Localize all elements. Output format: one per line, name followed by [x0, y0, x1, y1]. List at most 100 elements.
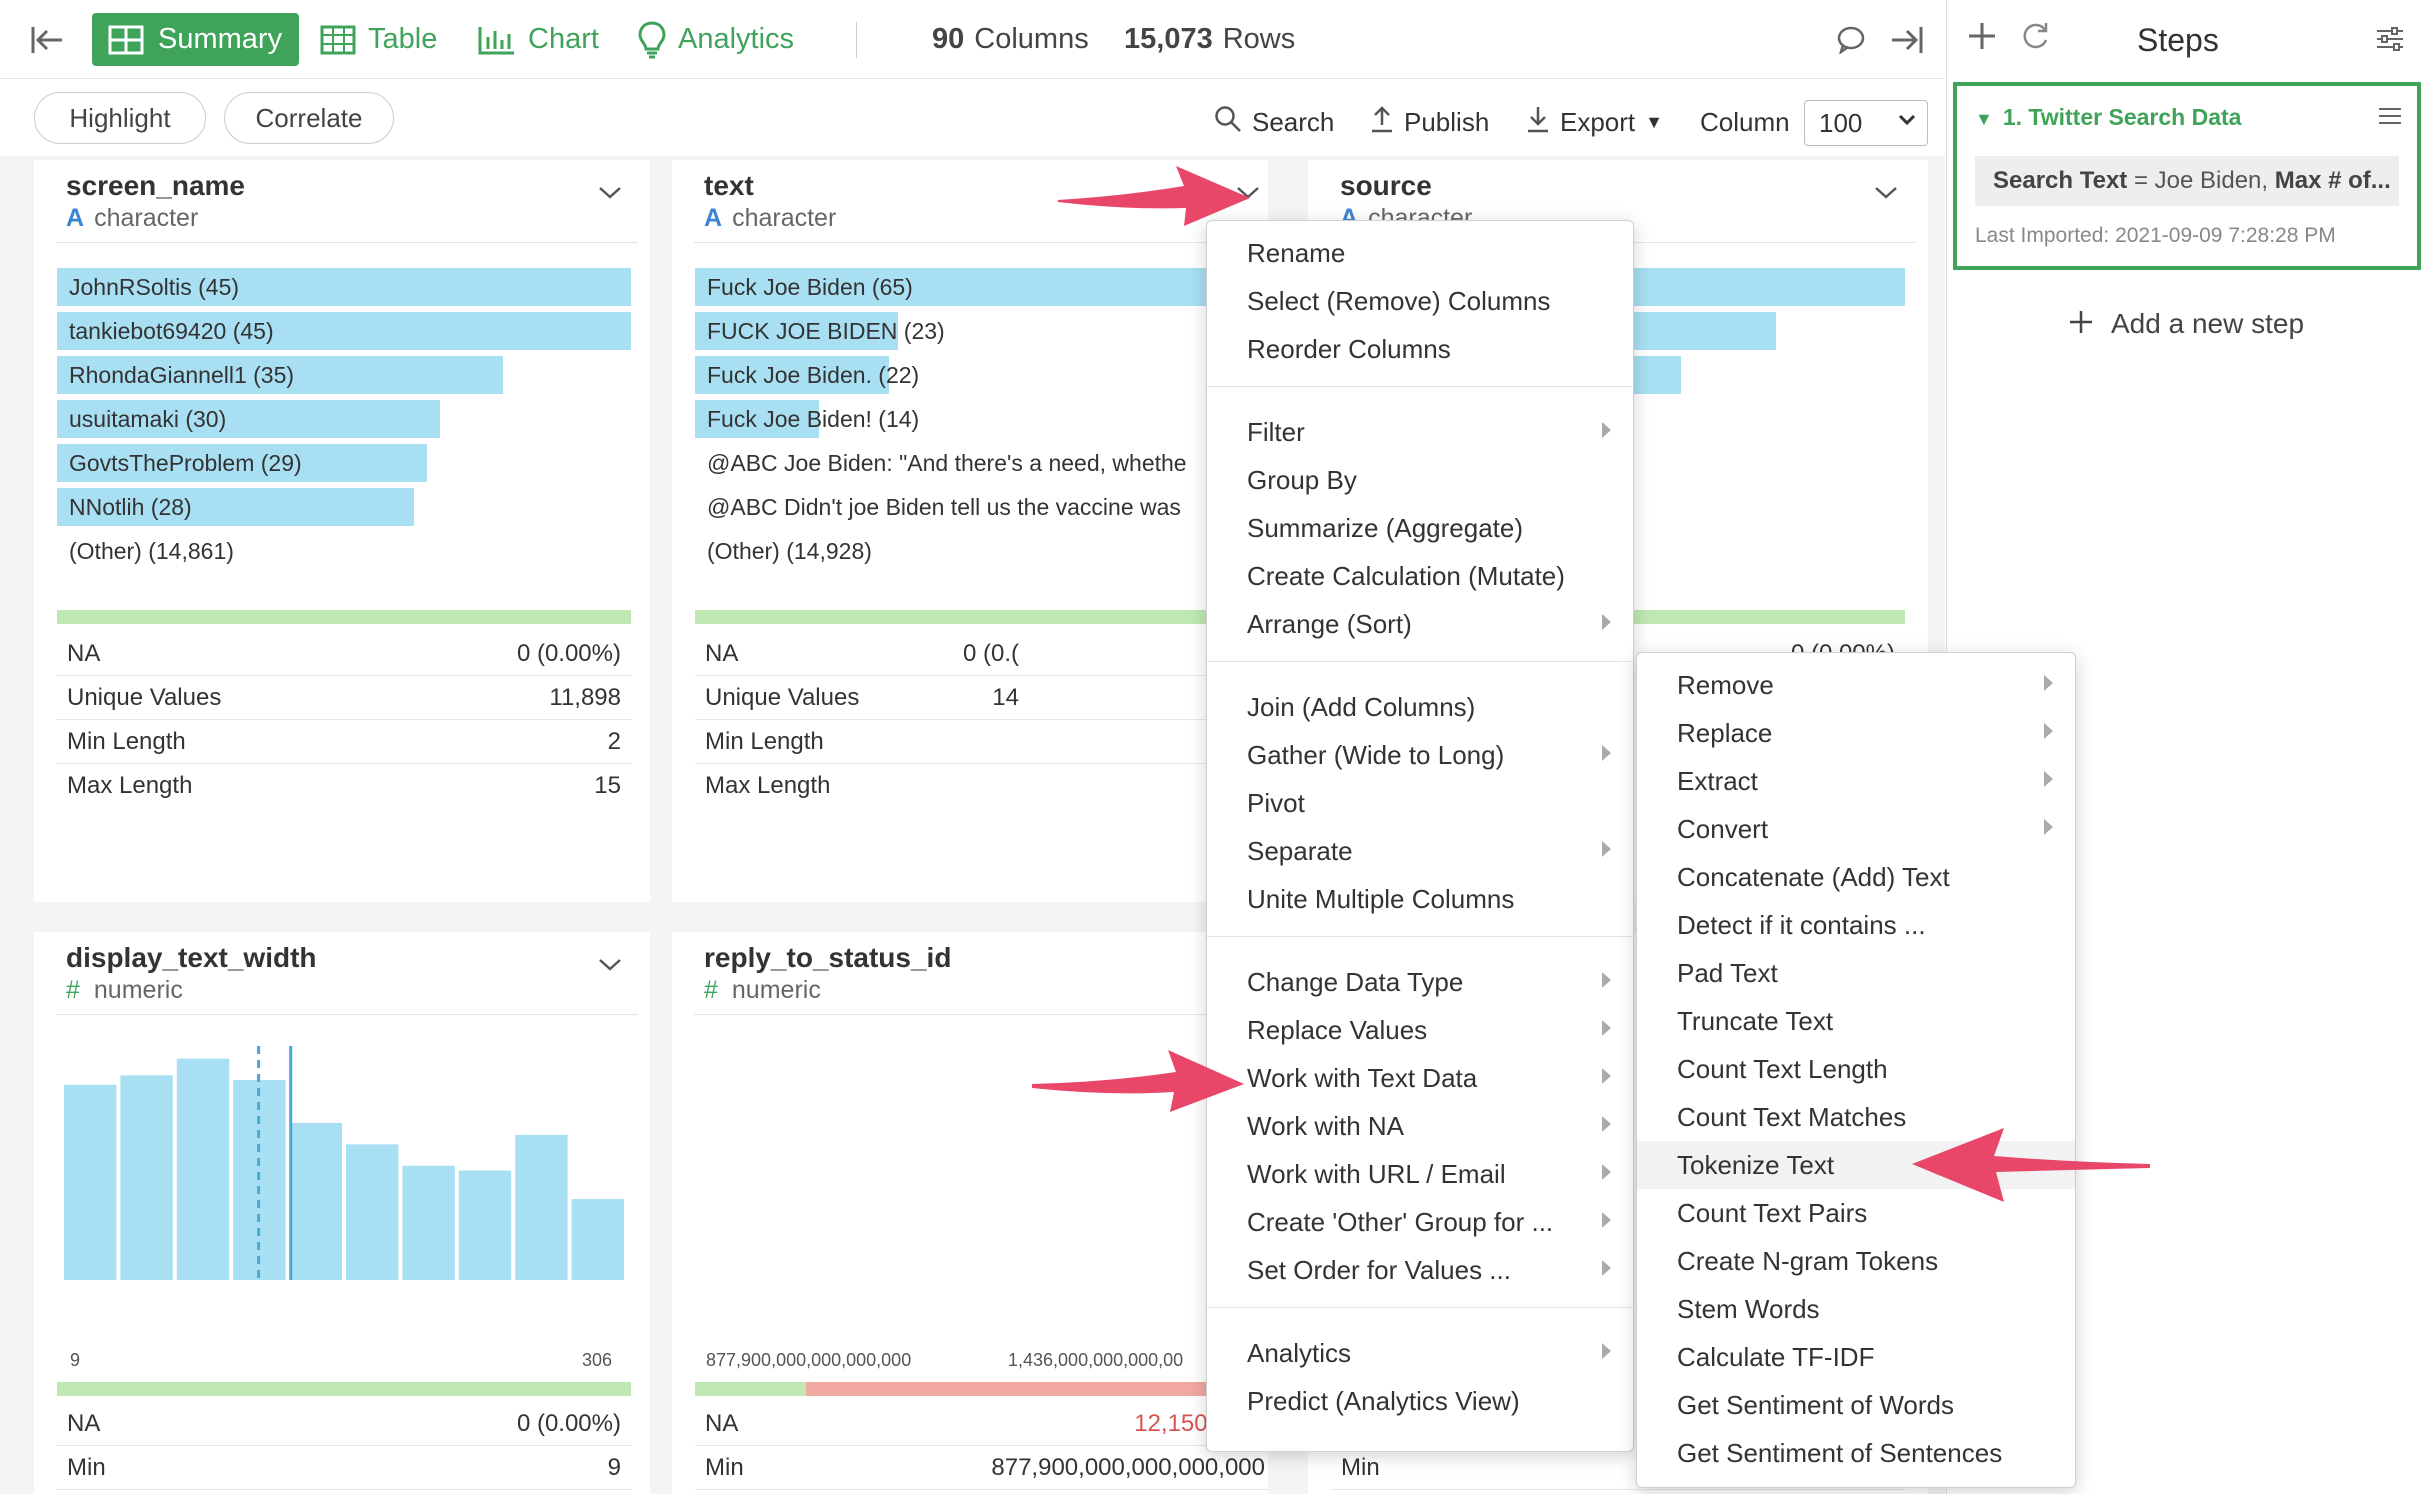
- other-values[interactable]: (Other) (14,861): [57, 532, 631, 570]
- menu-item[interactable]: Analytics: [1207, 1329, 1633, 1377]
- menu-item[interactable]: Join (Add Columns): [1207, 683, 1633, 731]
- step-parameters[interactable]: Search Text = Joe Biden, Max # of...: [1975, 156, 2399, 206]
- menu-item[interactable]: Truncate Text: [1637, 997, 2075, 1045]
- tab-summary[interactable]: Summary: [92, 13, 299, 66]
- list-item[interactable]: GovtsTheProblem (29): [57, 444, 631, 482]
- menu-item[interactable]: Concatenate (Add) Text: [1637, 853, 2075, 901]
- menu-item[interactable]: Get Sentiment of Words: [1637, 1381, 2075, 1429]
- menu-item[interactable]: Calculate TF-IDF: [1637, 1333, 2075, 1381]
- menu-item[interactable]: Replace: [1637, 709, 2075, 757]
- stat-row: NA 0 (0.(: [695, 632, 1269, 676]
- chevron-down-icon[interactable]: [1874, 182, 1897, 202]
- list-item[interactable]: Fuck Joe Biden (65): [695, 268, 1269, 306]
- column-count-select[interactable]: 100: [1804, 100, 1928, 146]
- chevron-down-icon[interactable]: [598, 182, 621, 202]
- stat-label: Min Length: [67, 727, 186, 755]
- value-label: tankiebot69420 (45): [69, 317, 274, 344]
- na-ratio-bar: [57, 1382, 631, 1396]
- list-item[interactable]: Fuck Joe Biden! (14): [695, 400, 1269, 438]
- step-name[interactable]: ▼ 1. Twitter Search Data: [1975, 104, 2241, 131]
- list-item[interactable]: FUCK JOE BIDEN (23): [695, 312, 1269, 350]
- menu-item[interactable]: Select (Remove) Columns: [1207, 277, 1633, 325]
- export-button[interactable]: Export ▼: [1526, 96, 1663, 148]
- stat-row: Min: [1331, 1446, 1905, 1490]
- menu-item[interactable]: Rename: [1207, 229, 1633, 277]
- menu-item[interactable]: Create N-gram Tokens: [1637, 1237, 2075, 1285]
- hamburger-menu-icon[interactable]: [2379, 104, 2401, 132]
- list-item[interactable]: Fuck Joe Biden. (22): [695, 356, 1269, 394]
- list-item[interactable]: RhondaGiannell1 (35): [57, 356, 631, 394]
- menu-item[interactable]: Filter: [1207, 408, 1633, 456]
- menu-item[interactable]: Unite Multiple Columns: [1207, 875, 1633, 923]
- menu-item[interactable]: Count Text Length: [1637, 1045, 2075, 1093]
- refresh-icon[interactable]: [2019, 20, 2051, 60]
- list-item[interactable]: usuitamaki (30): [57, 400, 631, 438]
- histogram: [64, 1046, 624, 1280]
- correlate-button[interactable]: Correlate: [224, 92, 394, 144]
- search-button[interactable]: Search: [1214, 96, 1334, 148]
- grid-icon: [108, 25, 144, 55]
- menu-item[interactable]: Separate: [1207, 827, 1633, 875]
- menu-item[interactable]: Create Calculation (Mutate): [1207, 552, 1633, 600]
- menu-item[interactable]: Count Text Matches: [1637, 1093, 2075, 1141]
- menu-item[interactable]: Remove: [1637, 661, 2075, 709]
- menu-item[interactable]: Predict (Analytics View): [1207, 1377, 1633, 1425]
- chevron-down-icon[interactable]: [1236, 182, 1259, 202]
- menu-item[interactable]: Pad Text: [1637, 949, 2075, 997]
- add-new-step-button[interactable]: Add a new step: [2069, 304, 2304, 343]
- list-item[interactable]: NNotlih (28): [57, 488, 631, 526]
- menu-item[interactable]: Reorder Columns: [1207, 325, 1633, 373]
- highlight-button[interactable]: Highlight: [34, 92, 206, 144]
- list-item[interactable]: @ABC Joe Biden: "And there's a need, whe…: [695, 444, 1269, 482]
- collapse-left-icon[interactable]: [30, 0, 64, 79]
- menu-item[interactable]: Summarize (Aggregate): [1207, 504, 1633, 552]
- menu-item[interactable]: Get Sentiment of Sentences: [1637, 1429, 2075, 1477]
- menu-item-label: Change Data Type: [1247, 966, 1464, 997]
- tab-analytics[interactable]: Analytics: [638, 0, 794, 79]
- menu-item-label: Count Text Pairs: [1677, 1197, 1868, 1228]
- menu-item[interactable]: Group By: [1207, 456, 1633, 504]
- value-bar: [57, 312, 631, 350]
- menu-item[interactable]: Stem Words: [1637, 1285, 2075, 1333]
- menu-item[interactable]: Change Data Type: [1207, 958, 1633, 1006]
- annotation-arrow-icon: [1912, 1128, 2150, 1202]
- value-bar: [695, 268, 1269, 306]
- menu-item[interactable]: Create 'Other' Group for ...: [1207, 1198, 1633, 1246]
- numeric-type-icon: #: [66, 976, 80, 1004]
- submenu-arrow-icon: [1602, 1343, 1611, 1359]
- menu-item[interactable]: Count Text Pairs: [1637, 1189, 2075, 1237]
- menu-item[interactable]: Extract: [1637, 757, 2075, 805]
- tab-table[interactable]: Table: [320, 0, 437, 79]
- add-step-icon[interactable]: [1967, 16, 1997, 61]
- settings-sliders-icon[interactable]: [2375, 24, 2405, 59]
- axis-min-label: 9: [70, 1350, 81, 1370]
- menu-item[interactable]: Gather (Wide to Long): [1207, 731, 1633, 779]
- menu-item-label: Unite Multiple Columns: [1247, 883, 1515, 914]
- menu-item[interactable]: Convert: [1637, 805, 2075, 853]
- comment-icon[interactable]: [1836, 0, 1866, 79]
- caret-down-icon: ▼: [1975, 109, 1993, 129]
- collapse-right-icon[interactable]: [1890, 0, 1924, 79]
- step-card[interactable]: ▼ 1. Twitter Search Data Search Text = Jo…: [1953, 82, 2421, 270]
- list-item[interactable]: tankiebot69420 (45): [57, 312, 631, 350]
- stat-row: Min 9: [57, 1446, 631, 1490]
- menu-item[interactable]: Set Order for Values ...: [1207, 1246, 1633, 1294]
- menu-item[interactable]: Arrange (Sort): [1207, 600, 1633, 648]
- menu-item[interactable]: Detect if it contains ...: [1637, 901, 2075, 949]
- other-values[interactable]: (Other) (14,928): [695, 532, 1269, 570]
- menu-item-label: Pivot: [1247, 787, 1305, 818]
- menu-item[interactable]: Work with URL / Email: [1207, 1150, 1633, 1198]
- chevron-down-icon[interactable]: [598, 954, 621, 974]
- menu-item-label: Create N-gram Tokens: [1677, 1245, 1939, 1276]
- menu-item[interactable]: Replace Values: [1207, 1006, 1633, 1054]
- list-item[interactable]: JohnRSoltis (45): [57, 268, 631, 306]
- publish-button[interactable]: Publish: [1370, 96, 1489, 148]
- tab-chart[interactable]: Chart: [478, 0, 599, 79]
- menu-item[interactable]: Work with NA: [1207, 1102, 1633, 1150]
- menu-item[interactable]: Work with Text Data: [1207, 1054, 1633, 1102]
- menu-item[interactable]: Pivot: [1207, 779, 1633, 827]
- value-bar: [57, 400, 440, 438]
- non-na-portion: [695, 1382, 807, 1396]
- list-item[interactable]: @ABC Didn't joe Biden tell us the vaccin…: [695, 488, 1269, 526]
- value-label: (Other) (14,861): [69, 537, 234, 564]
